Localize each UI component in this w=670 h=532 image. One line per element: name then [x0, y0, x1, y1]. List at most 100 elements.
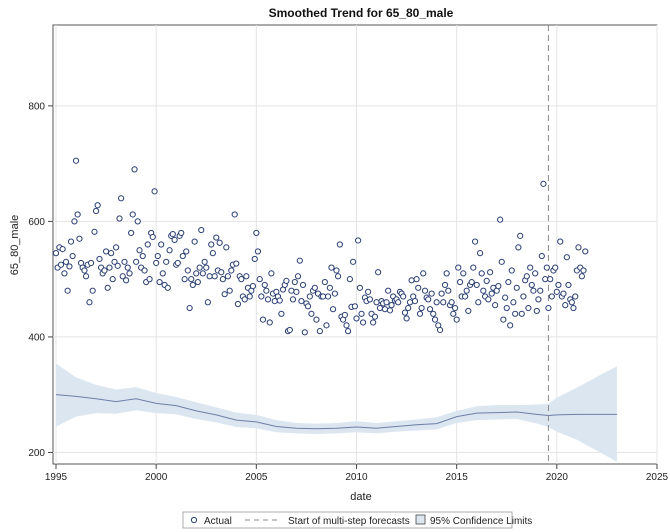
- data-point: [450, 310, 457, 317]
- data-point: [298, 298, 305, 305]
- data-point: [72, 157, 80, 164]
- data-point: [465, 307, 472, 315]
- data-point: [219, 276, 226, 283]
- data-point: [505, 278, 512, 286]
- y-axis: 200 400 600 800: [28, 101, 53, 459]
- data-point: [508, 267, 515, 274]
- data-point: [344, 328, 352, 335]
- data-point: [306, 293, 313, 300]
- data-point: [403, 315, 410, 322]
- data-point: [324, 293, 332, 300]
- data-point: [228, 267, 235, 274]
- data-point: [67, 238, 75, 245]
- data-point: [333, 267, 340, 274]
- data-point: [204, 299, 211, 306]
- data-point: [336, 241, 343, 248]
- data-point: [118, 195, 125, 202]
- data-point: [169, 231, 176, 238]
- x-tick-label: 1995: [45, 472, 68, 483]
- data-point: [415, 284, 422, 291]
- data-point: [69, 252, 76, 260]
- data-point: [87, 259, 95, 267]
- data-point: [560, 290, 567, 297]
- data-point: [86, 299, 93, 306]
- data-point: [385, 287, 392, 294]
- data-point: [199, 270, 206, 277]
- data-point: [133, 258, 140, 265]
- data-point: [537, 287, 544, 294]
- data-point: [288, 287, 295, 294]
- data-point: [319, 293, 327, 300]
- data-point: [166, 247, 173, 254]
- legend-band-label: 95% Confidence Limits: [430, 516, 532, 527]
- data-point: [371, 313, 379, 320]
- data-point: [116, 215, 123, 222]
- data-point: [106, 264, 113, 271]
- data-point: [360, 319, 367, 326]
- data-point: [301, 329, 308, 336]
- data-point: [470, 264, 477, 271]
- data-point: [497, 216, 504, 223]
- data-point: [251, 255, 258, 263]
- data-point: [418, 304, 425, 312]
- data-point: [523, 273, 530, 280]
- data-point: [498, 258, 505, 265]
- data-point: [358, 310, 365, 317]
- data-point: [57, 261, 65, 268]
- data-point: [311, 284, 318, 291]
- data-point: [376, 304, 384, 312]
- data-point: [565, 281, 572, 289]
- data-point: [341, 311, 348, 319]
- data-point: [131, 166, 138, 173]
- data-point: [503, 304, 510, 312]
- data-point: [548, 293, 555, 300]
- data-point: [488, 290, 495, 297]
- data-point: [408, 277, 415, 284]
- data-point: [510, 299, 517, 306]
- data-point: [515, 244, 522, 251]
- data-point: [365, 288, 372, 295]
- data-point: [375, 269, 382, 276]
- data-point: [513, 284, 520, 291]
- data-point: [198, 226, 205, 234]
- data-point: [328, 264, 335, 271]
- data-point: [351, 303, 358, 310]
- data-point: [82, 273, 90, 280]
- data-point: [528, 281, 535, 289]
- data-point: [492, 302, 499, 309]
- data-point: [425, 296, 432, 303]
- data-point: [163, 258, 170, 265]
- data-point: [194, 278, 201, 286]
- data-point: [473, 281, 480, 289]
- data-point: [254, 248, 262, 255]
- data-point: [381, 306, 389, 313]
- data-point: [356, 284, 364, 291]
- data-point: [193, 270, 200, 277]
- legend-actual-marker: [190, 516, 198, 524]
- data-point: [326, 284, 333, 291]
- data-point: [101, 267, 108, 274]
- data-point: [299, 281, 307, 289]
- data-point: [159, 270, 166, 277]
- data-point: [224, 273, 231, 280]
- data-point: [355, 237, 362, 244]
- data-point: [388, 302, 395, 309]
- data-point: [266, 319, 273, 326]
- data-point: [153, 259, 160, 267]
- data-point: [296, 257, 303, 264]
- x-tick-label: 2015: [446, 472, 469, 483]
- data-point: [218, 269, 225, 276]
- data-point: [52, 250, 60, 257]
- data-point: [216, 239, 223, 246]
- data-point: [416, 310, 424, 317]
- data-point: [149, 233, 156, 241]
- data-point: [136, 247, 143, 254]
- data-point: [445, 287, 452, 294]
- data-point: [366, 296, 374, 303]
- x-tick-label: 2005: [245, 472, 268, 483]
- data-point: [527, 264, 534, 271]
- data-point: [343, 322, 350, 329]
- data-point: [139, 252, 146, 260]
- data-point: [256, 276, 263, 283]
- data-point: [61, 270, 68, 277]
